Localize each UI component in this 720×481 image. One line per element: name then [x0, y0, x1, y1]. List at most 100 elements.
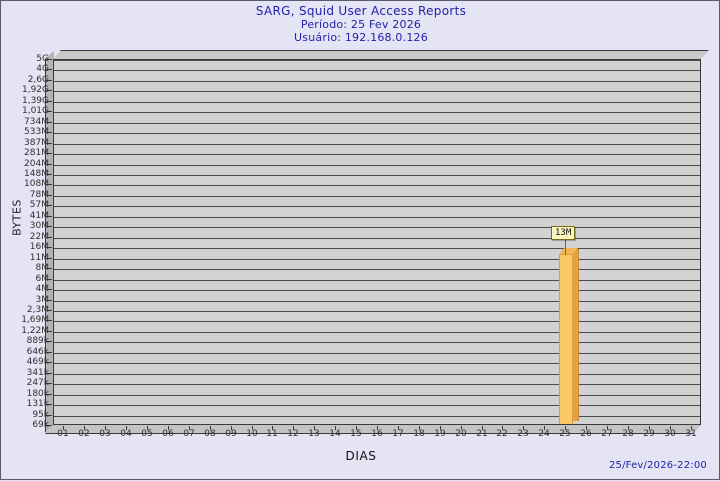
y-axis-tick [46, 122, 52, 123]
y-axis-label: 341k [26, 368, 49, 378]
x-axis-tick [502, 426, 503, 430]
gridline [54, 196, 700, 197]
y-axis-tick [46, 80, 52, 81]
y-axis-title: BYTES [10, 199, 24, 236]
y-axis-label: 30M [29, 221, 49, 231]
x-axis-title: DIAS [345, 449, 377, 463]
y-axis-label: 148M [24, 169, 49, 179]
x-axis-tick [586, 426, 587, 430]
x-axis-tick [440, 426, 441, 430]
gridline [54, 91, 700, 92]
x-axis-label: 26 [580, 429, 592, 439]
gridline [54, 269, 700, 270]
x-axis-label: 06 [162, 429, 174, 439]
x-axis-label: 30 [664, 429, 676, 439]
x-axis-label: 17 [392, 429, 404, 439]
gridline [54, 280, 700, 281]
y-axis-label: 2,6G [27, 75, 49, 85]
y-axis-label: 1,69M [21, 315, 49, 325]
x-axis-tick [231, 426, 232, 430]
x-axis-label: 18 [413, 429, 425, 439]
gridline [54, 301, 700, 302]
y-axis-tick [46, 174, 52, 175]
y-axis-tick [46, 320, 52, 321]
x-axis-label: 29 [643, 429, 655, 439]
y-axis-tick [46, 153, 52, 154]
y-axis-label: 11M [29, 253, 49, 263]
x-axis-label: 22 [496, 429, 508, 439]
gridline [54, 175, 700, 176]
x-axis-tick [607, 426, 608, 430]
x-axis-label: 25 [559, 429, 571, 439]
y-axis-tick [46, 143, 52, 144]
y-axis-tick [46, 205, 52, 206]
x-axis-tick [649, 426, 650, 430]
x-axis-tick [523, 426, 524, 430]
x-axis-label: 01 [57, 429, 69, 439]
report-period: Período: 25 Fev 2026 [300, 18, 422, 31]
bar-value-label: 13M [551, 226, 576, 240]
bar-front-face [559, 254, 573, 424]
generated-timestamp: 25/Fev/2026-22:00 [608, 460, 707, 471]
gridline [54, 363, 700, 364]
x-axis-label: 27 [601, 429, 613, 439]
x-axis-label: 23 [517, 429, 529, 439]
gridline [54, 81, 700, 82]
gridline [54, 206, 700, 207]
x-axis-tick [272, 426, 273, 430]
gridline [54, 332, 700, 333]
x-axis-tick [126, 426, 127, 430]
gridline [54, 165, 700, 166]
x-axis-tick [168, 426, 169, 430]
x-axis-tick [335, 426, 336, 430]
bar[interactable] [559, 248, 580, 424]
y-axis-label: 204M [24, 159, 49, 169]
y-axis-tick [46, 90, 52, 91]
gridline [54, 227, 700, 228]
gridline [54, 238, 700, 239]
gridline [54, 112, 700, 113]
x-axis-label: 12 [287, 429, 299, 439]
x-axis-label: 02 [78, 429, 90, 439]
y-axis-label: 646k [26, 347, 49, 357]
y-axis-label: 78M [29, 190, 49, 200]
y-axis-tick [46, 404, 52, 405]
y-axis-tick [46, 184, 52, 185]
x-axis-label: 24 [538, 429, 550, 439]
y-axis-tick [46, 216, 52, 217]
gridline [54, 144, 700, 145]
y-axis-label: 281M [24, 148, 49, 158]
x-axis-tick [314, 426, 315, 430]
gridline [54, 248, 700, 249]
y-axis-tick [46, 394, 52, 395]
y-axis-label: 247k [26, 378, 49, 388]
x-axis-tick [84, 426, 85, 430]
y-axis-tick [46, 310, 52, 311]
x-axis-tick [398, 426, 399, 430]
gridline [54, 384, 700, 385]
x-axis-tick [691, 426, 692, 430]
x-axis-tick [189, 426, 190, 430]
y-axis-label: 4G [36, 64, 49, 74]
y-axis-label: 69k [32, 420, 49, 430]
gridline [54, 70, 700, 71]
y-axis-tick [46, 425, 52, 426]
y-axis-tick [46, 237, 52, 238]
x-axis-tick [63, 426, 64, 430]
bar-label-stem [565, 239, 566, 255]
y-axis-label: 131k [26, 399, 49, 409]
y-axis-label: 1,39G [21, 96, 49, 106]
x-axis-label: 08 [204, 429, 216, 439]
gridline [54, 123, 700, 124]
y-axis-label: 180k [26, 389, 49, 399]
y-axis-label: 2,3M [26, 305, 49, 315]
x-axis-label: 05 [141, 429, 153, 439]
x-axis-tick [628, 426, 629, 430]
y-axis-tick [46, 59, 52, 60]
y-axis-label: 41M [29, 211, 49, 221]
x-axis-tick [419, 426, 420, 430]
y-axis-label: 16M [29, 242, 49, 252]
y-axis-tick [46, 268, 52, 269]
y-axis-label: 22M [29, 232, 49, 242]
y-axis-label: 4M [35, 284, 50, 294]
